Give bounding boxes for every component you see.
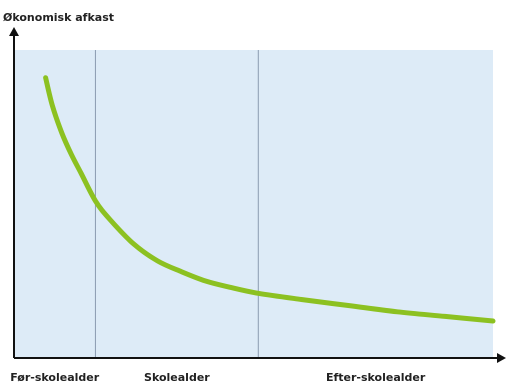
- y-axis-label: Økonomisk afkast: [3, 11, 114, 24]
- phase-label-1: Før-skolealder: [10, 371, 99, 383]
- series-line: [43, 75, 496, 324]
- plot-area: [14, 50, 493, 358]
- x-axis-arrow-icon: [497, 353, 506, 363]
- y-axis-arrow-icon: [9, 27, 19, 36]
- phase-label-2: Skolealder: [144, 371, 210, 383]
- phase-labels: Før-skolealder Skolealder Efter-skolealder: [10, 371, 426, 383]
- phase-label-3: Efter-skolealder: [326, 371, 426, 383]
